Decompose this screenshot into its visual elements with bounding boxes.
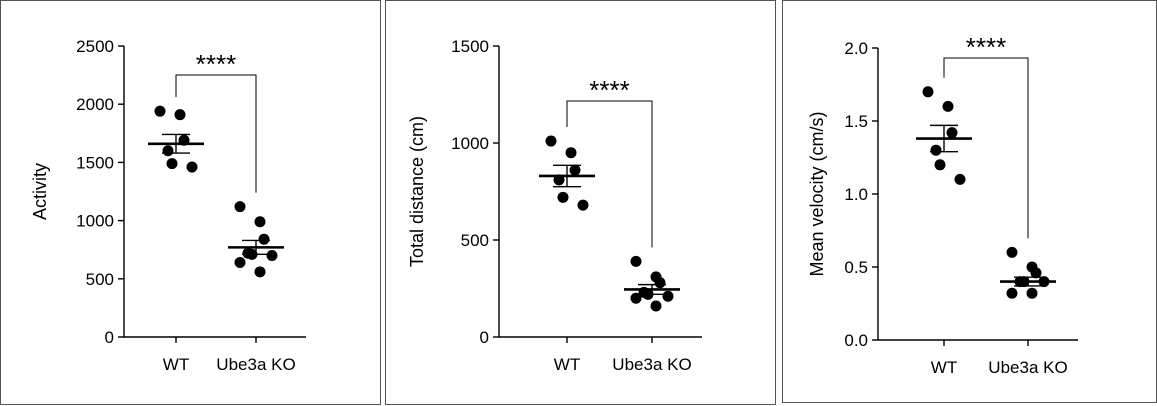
data-point [946,127,958,139]
x-tick-label: Ube3a KO [612,355,691,374]
data-point [934,159,946,171]
significance-bracket [175,74,257,193]
data-point [545,135,557,147]
data-point [954,173,966,185]
data-point [922,86,934,98]
x-tick-label: WT [554,355,580,374]
data-point [942,100,954,112]
data-point [654,277,666,289]
x-tick-label: WT [163,355,189,374]
significance-label: **** [196,49,236,79]
data-point [166,158,178,170]
data-point [1006,246,1018,258]
x-tick-label: Ube3a KO [988,358,1067,377]
y-tick-label: 1.0 [844,185,868,204]
y-tick-label: 1500 [451,37,489,56]
significance-label: **** [589,75,629,105]
data-point [569,164,581,176]
y-axis-title: Mean velocity (cm/s) [807,111,827,276]
data-point [577,199,589,211]
y-tick-label: 1000 [76,212,114,231]
data-point [266,250,278,262]
y-tick-label: 1.5 [844,112,868,131]
data-point [174,109,186,121]
activity-chart-panel: 0 500 1000 1500 2000 2500 WT Ube3a KO Activity **… [0,0,381,405]
chart-svg: 0 500 1000 1500 2000 2500 WT Ube3a KO Activity **… [30,37,306,374]
data-point [930,144,942,156]
x-tick-label: WT [931,358,957,377]
y-tick-label: 2000 [76,95,114,114]
data-point [234,201,246,213]
y-tick-label: 0 [105,328,114,347]
data-point [630,292,642,304]
data-point [162,145,174,157]
chart-svg: 0 500 1000 1500 WT Ube3a KO Total distance (cm… [407,37,702,374]
data-point [650,300,662,312]
data-point [254,216,266,228]
data-point [1030,267,1042,279]
y-tick-label: 2500 [76,37,114,56]
data-point [557,191,569,203]
y-axis-title: Activity [30,163,50,220]
y-tick-label: 2.0 [844,39,868,58]
data-point [630,255,642,267]
y-tick-label: 1500 [76,153,114,172]
total-distance-chart-panel: 0 500 1000 1500 WT Ube3a KO Total distance (cm… [385,0,776,405]
y-tick-label: 500 [461,231,489,250]
data-point [1026,287,1038,299]
data-point [1006,287,1018,299]
y-tick-label: 0.0 [844,331,868,350]
chart-svg: 0.0 0.5 1.0 1.5 2.0 WT Ube3a KO Mean velocity (… [807,32,1078,377]
significance-label: **** [966,32,1006,62]
y-axis-title: Total distance (cm) [407,116,427,267]
significance-bracket [943,57,1029,239]
y-tick-label: 1000 [451,134,489,153]
x-tick-label: Ube3a KO [216,355,295,374]
data-point [186,161,198,173]
significance-bracket [566,100,653,248]
mean-velocity-chart-panel: 0.0 0.5 1.0 1.5 2.0 WT Ube3a KO Mean velocity (… [782,0,1157,403]
data-point [258,233,270,245]
y-tick-label: 0 [480,328,489,347]
data-point [234,257,246,269]
data-point [154,105,166,117]
data-point [254,266,266,278]
y-tick-label: 0.5 [844,258,868,277]
y-tick-label: 500 [86,270,114,289]
data-point [565,147,577,159]
data-point [662,290,674,302]
